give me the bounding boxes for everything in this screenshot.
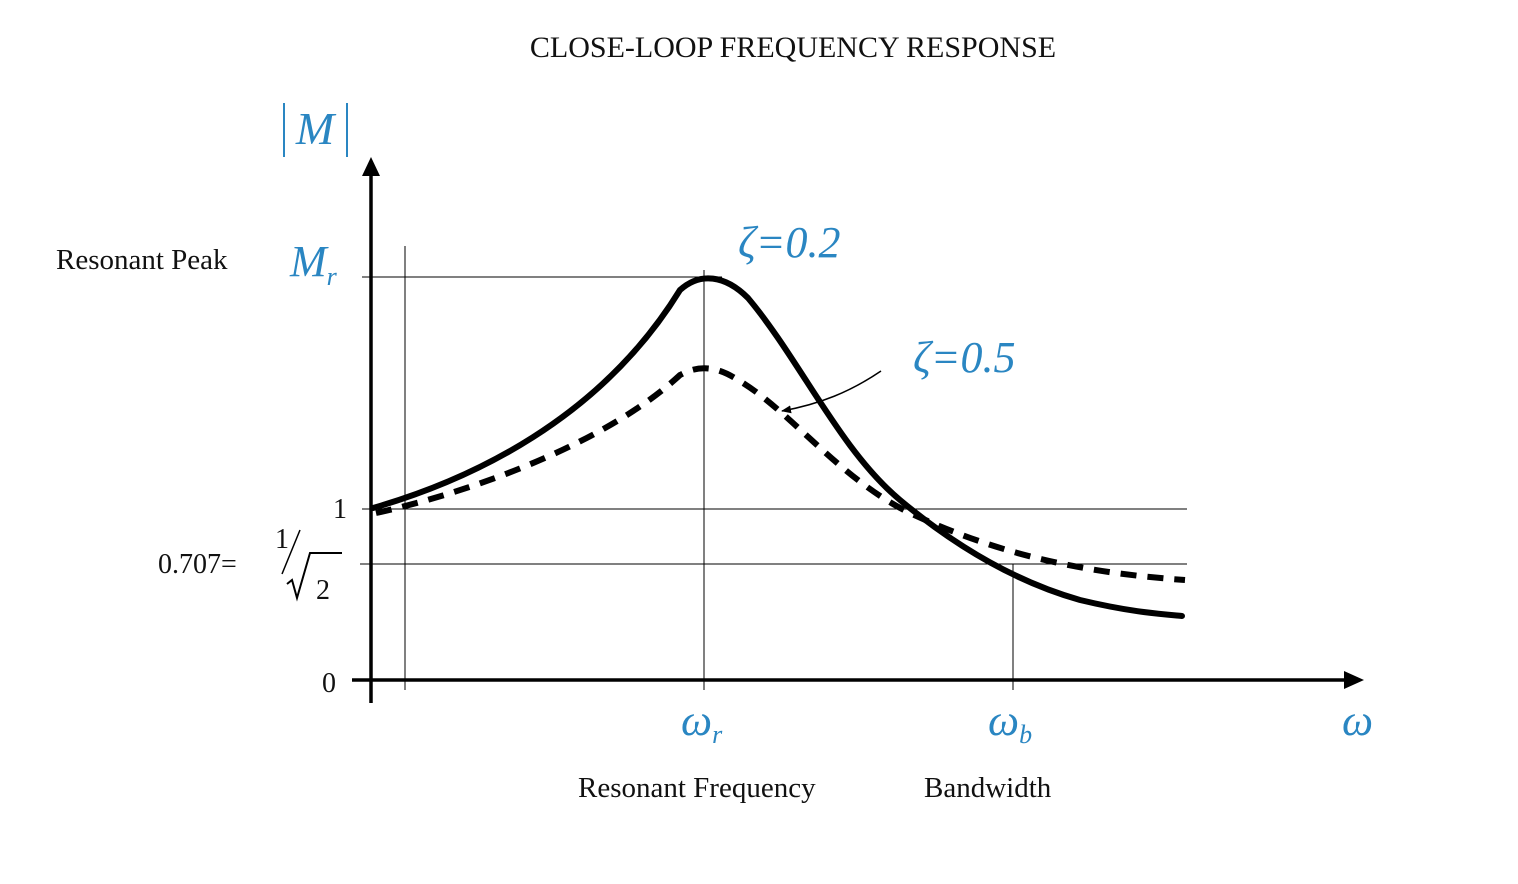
square-root-sign [286, 552, 342, 602]
bandwidth-symbol-subscript: b [1019, 720, 1032, 749]
x-axis-arrowhead [1344, 671, 1364, 689]
x-axis-symbol: ω [1342, 696, 1373, 745]
resonant-peak-symbol-subscript: r [327, 262, 338, 291]
fraction-denominator: 2 [316, 575, 330, 606]
fraction-numerator: 1 [275, 524, 289, 555]
y-axis-symbol: M [283, 103, 348, 157]
y-tick-zero: 0 [322, 668, 336, 699]
curve-label-zeta-0-5: ζ=0.5 [913, 333, 1016, 382]
resonant-frequency-symbol: ωr [681, 696, 723, 749]
bandwidth-symbol: ωb [988, 696, 1032, 749]
resonant-peak-symbol-main: M [289, 237, 329, 286]
y-axis-symbol-text: M [295, 103, 337, 154]
curve-zeta-0-5 [375, 365, 1186, 583]
y-tick-half-power-value: 0.707= [158, 549, 237, 580]
y-axis-arrowhead [362, 157, 380, 176]
bandwidth-symbol-main: ω [988, 696, 1019, 745]
resonant-frequency-symbol-subscript: r [712, 720, 723, 749]
y-tick-one: 1 [333, 494, 347, 525]
curve-label-zeta-0-2: ζ=0.2 [738, 218, 841, 267]
one-over-root-two: 1 2 [275, 524, 342, 606]
curve-zeta-0-2 [370, 275, 1185, 619]
fraction-slash [281, 529, 301, 575]
diagram-title: CLOSE-LOOP FREQUENCY RESPONSE [530, 31, 1056, 64]
zeta-0-5-pointer-arrow [781, 370, 882, 414]
bandwidth-label: Bandwidth [924, 772, 1052, 804]
resonant-frequency-symbol-main: ω [681, 696, 712, 745]
reference-lines [360, 246, 1187, 690]
resonant-peak-symbol: Mr [289, 237, 338, 291]
resonant-peak-label: Resonant Peak [56, 244, 228, 276]
axes [352, 157, 1364, 703]
resonant-frequency-label: Resonant Frequency [578, 772, 816, 804]
